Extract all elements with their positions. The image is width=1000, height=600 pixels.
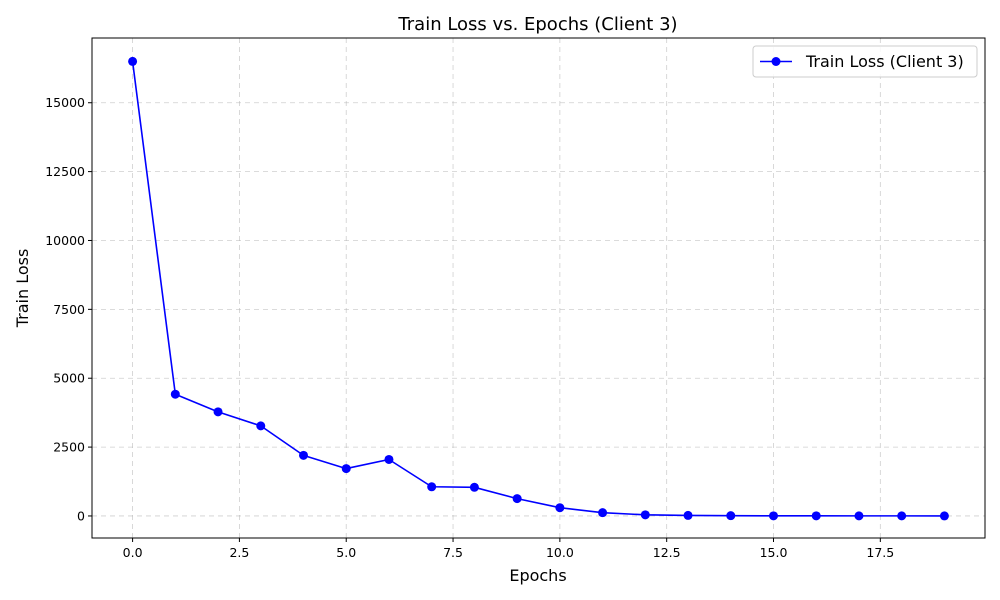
data-point-epoch-4: [299, 450, 308, 460]
data-point-epoch-18: [897, 511, 907, 521]
data-point-epoch-10: [555, 503, 565, 513]
x-axis-label: Epochs: [509, 566, 566, 585]
data-point-epoch-6: [384, 454, 394, 464]
y-tick-label: 10000: [45, 233, 85, 248]
y-tick-label: 5000: [53, 371, 85, 386]
y-axis-label: Train Loss: [13, 249, 32, 329]
x-tick-label: 2.5: [229, 545, 249, 560]
x-tick-label: 12.5: [653, 545, 681, 560]
y-tick-label: 2500: [53, 440, 85, 455]
data-point-epoch-14: [726, 511, 736, 521]
chart-title: Train Loss vs. Epochs (Client 3): [397, 14, 677, 35]
y-tick-label: 12500: [45, 164, 85, 179]
data-point-epoch-19: [939, 511, 949, 521]
axis-ticks: 0.0 2.5 5.0 7.5 10.0 12.5 15.0 17.5 0 2500 5000 750…: [45, 95, 894, 560]
legend-label: Train Loss (Client 3): [805, 52, 964, 71]
data-point-epoch-3: [256, 421, 266, 431]
legend-point-marker: [771, 57, 781, 66]
data-point-epoch-13: [683, 510, 693, 520]
data-point-epoch-2: [213, 407, 223, 417]
data-point-epoch-15: [769, 511, 778, 521]
legend-box: [752, 45, 978, 78]
x-tick-label: 0.0: [123, 545, 143, 560]
x-tick-label: 10.0: [546, 545, 574, 560]
data-point-epoch-17: [854, 511, 864, 521]
data-point-epoch-0: [128, 56, 138, 66]
grid: [92, 38, 985, 538]
x-tick-label: 17.5: [866, 545, 894, 560]
data-point-epoch-11: [598, 508, 608, 518]
plot-area-frame: [91, 37, 986, 539]
data-point-epoch-5: [341, 464, 351, 474]
y-tick-label: 15000: [45, 95, 85, 110]
series-layer: [128, 56, 949, 521]
data-point-epoch-8: [469, 482, 479, 492]
data-point-epoch-16: [811, 511, 821, 521]
x-tick-label: 7.5: [443, 545, 463, 560]
data-point-epoch-9: [512, 494, 522, 504]
data-point-epoch-7: [427, 482, 437, 492]
x-tick-label: 15.0: [760, 545, 788, 560]
data-point-epoch-1: [170, 389, 180, 399]
y-tick-label: 7500: [53, 302, 85, 317]
legend: Train Loss (Client 3): [752, 45, 978, 78]
series-line-train-loss: [131, 61, 945, 517]
data-point-epoch-12: [640, 510, 650, 520]
y-tick-label: 0: [77, 508, 85, 523]
x-tick-label: 5.0: [336, 545, 356, 560]
